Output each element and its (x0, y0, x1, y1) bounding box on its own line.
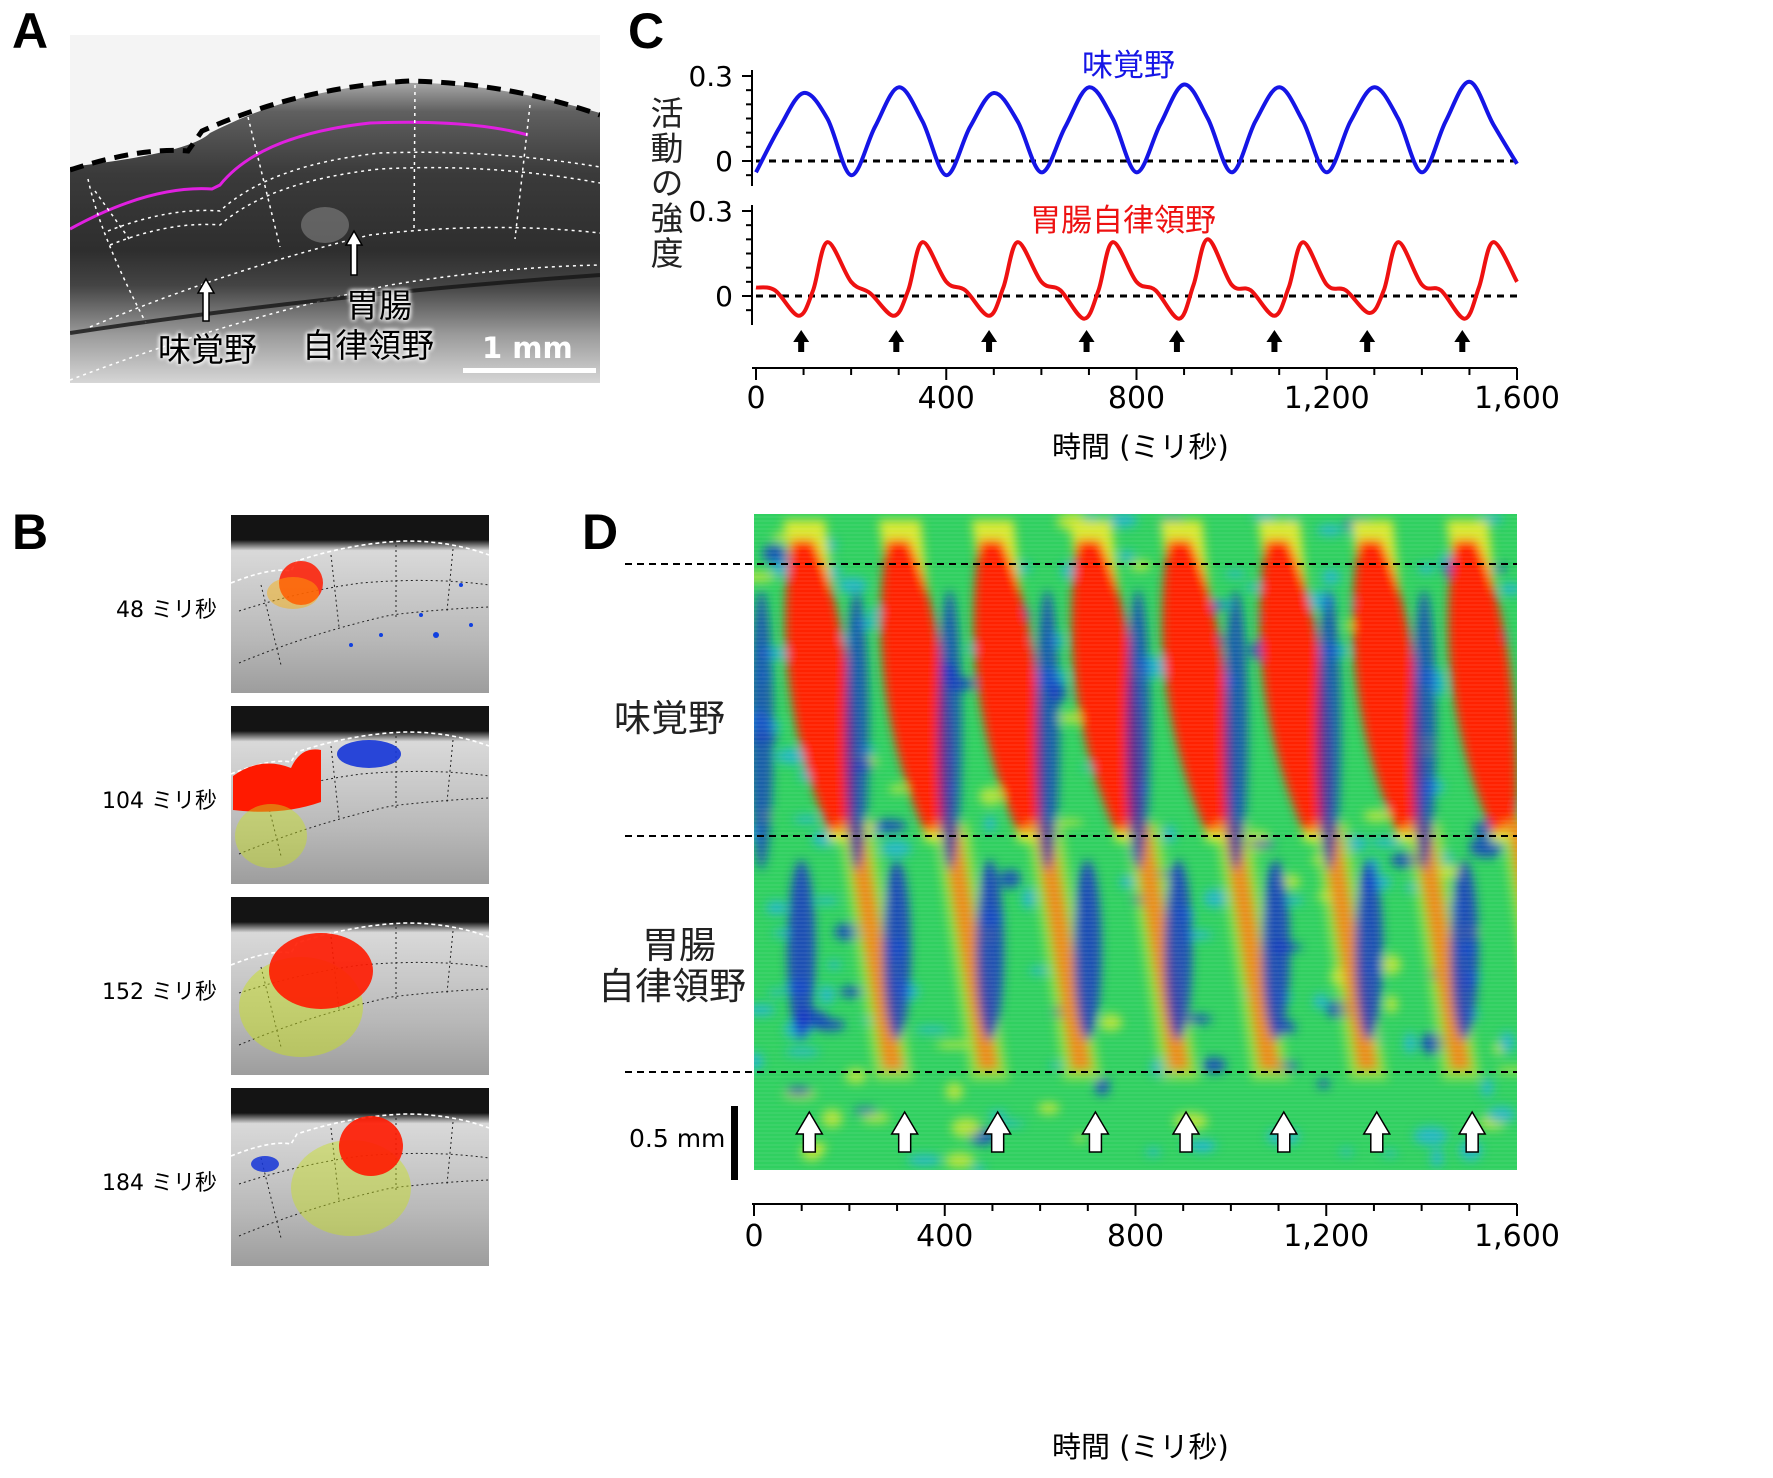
d-label-visceral-line2: 自律領野 (598, 965, 746, 1008)
frame-overlay (231, 922, 489, 1057)
c-x-tick-label: 1,600 (1474, 381, 1560, 416)
d-x-tick-label: 400 (916, 1219, 973, 1254)
label-visceral-a-line2: 自律領野 (302, 326, 434, 365)
panel-letter-a: A (12, 3, 49, 59)
panel-b: 48 ミリ秒 104 ミリ秒 152 ミリ秒 (0, 0, 560, 1478)
panel-letter-c: C (628, 3, 665, 59)
arrow-up-icon (793, 330, 810, 352)
arrow-up-white-icon (890, 1110, 919, 1153)
frame-time-label: 184 ミリ秒 (102, 1171, 217, 1196)
arrow-up-icon (1359, 330, 1376, 352)
arrow-up-icon (888, 330, 905, 352)
c-trace-label-visceral: 胃腸自律領野 (1030, 203, 1216, 239)
arrow-up-icon (1454, 330, 1471, 352)
d-label-visceral-line1: 胃腸 (642, 924, 716, 967)
layer-boundary-magenta (70, 120, 529, 231)
c-trace-label-gustatory: 味覚野 (1082, 48, 1175, 84)
c-x-tick-label: 0 (746, 381, 765, 416)
d-scale-bar (731, 1106, 738, 1180)
d-x-tick-label: 800 (1107, 1219, 1164, 1254)
c-ylabel: 活動の強度 (645, 96, 684, 271)
c-trace-gustatory (754, 79, 1519, 178)
arrow-up-white-icon (1269, 1110, 1299, 1153)
panel-c-chart: 0 0.3 0 0.3 0 400 800 1,200 1,600 (688, 60, 1560, 416)
arrow-up-white-icon (983, 1110, 1012, 1153)
panel-b-frame (231, 897, 489, 1075)
arrow-up-white-icon (1081, 1110, 1110, 1153)
arrow-up-white-icon (1457, 1110, 1487, 1153)
area-grid-lines (70, 84, 600, 381)
frame-time-label: 152 ミリ秒 (102, 980, 217, 1005)
scale-bar-1mm (463, 368, 596, 373)
d-scalebar-label: 0.5 mm (629, 1124, 726, 1153)
frame-time-label: 104 ミリ秒 (102, 789, 217, 814)
arrow-icon-visceral (344, 229, 364, 276)
arrow-up-white-icon (1171, 1110, 1201, 1153)
heatmap-body (754, 514, 1517, 1170)
c-xlabel: 時間 (ミリ秒) (1052, 430, 1229, 464)
panel-b-frame (231, 1088, 489, 1266)
c-x-tick-label: 400 (918, 381, 975, 416)
panel-d-heatmap: 0 400 800 1,200 1,600 (625, 514, 1560, 1254)
d-xlabel: 時間 (ミリ秒) (1052, 1430, 1229, 1464)
panel-b-frame (231, 515, 489, 693)
arrow-up-icon (1078, 330, 1095, 352)
d-x-tick-label: 1,600 (1474, 1219, 1560, 1254)
frame-overlay (231, 540, 489, 666)
panel-a: 味覚野 胃腸 自律領野 1 mm (70, 35, 600, 383)
c-y-tick-label: 0.3 (688, 60, 733, 93)
arrow-up-icon (1266, 330, 1283, 352)
panel-a-overlay (70, 35, 600, 381)
panel-c: 活動の強度 味覚野 胃腸自律領野 0 0.3 0 0.3 0 400 800 1,200 1,6… (0, 0, 1773, 480)
d-x-tick-label: 0 (744, 1219, 763, 1254)
cortex-outer-boundary (70, 78, 600, 173)
arrow-up-white-icon (1362, 1110, 1392, 1153)
c-y-tick-label: 0.3 (688, 195, 733, 228)
c-y-tick-label: 0 (715, 280, 733, 313)
panel-letter-d: D (582, 504, 619, 560)
arrow-up-white-icon (794, 1110, 824, 1153)
c-trace-visceral (755, 237, 1519, 321)
heatmap-scanlines (754, 514, 1517, 1170)
panel-letter-b: B (12, 504, 49, 560)
arrow-up-icon (981, 330, 998, 352)
arrow-up-icon (1168, 330, 1185, 352)
label-gustatory-a: 味覚野 (158, 330, 257, 369)
c-x-tick-label: 800 (1108, 381, 1165, 416)
panel-d: 0 400 800 1,200 1,600 味覚野 胃腸 自律領野 0.5 mm 時間 … (0, 480, 1773, 1478)
frame-overlay (231, 731, 489, 868)
c-y-tick-label: 0 (715, 145, 733, 178)
label-visceral-a-line1: 胃腸 (346, 286, 412, 325)
panel-b-frame (231, 706, 489, 884)
scale-bar-label: 1 mm (482, 331, 573, 365)
d-x-tick-label: 1,200 (1283, 1219, 1369, 1254)
arrow-icon-gustatory (196, 277, 216, 322)
frame-time-label: 48 ミリ秒 (116, 598, 217, 623)
frame-overlay (231, 1113, 489, 1239)
c-x-tick-label: 1,200 (1284, 381, 1370, 416)
d-label-gustatory: 味覚野 (614, 697, 725, 740)
